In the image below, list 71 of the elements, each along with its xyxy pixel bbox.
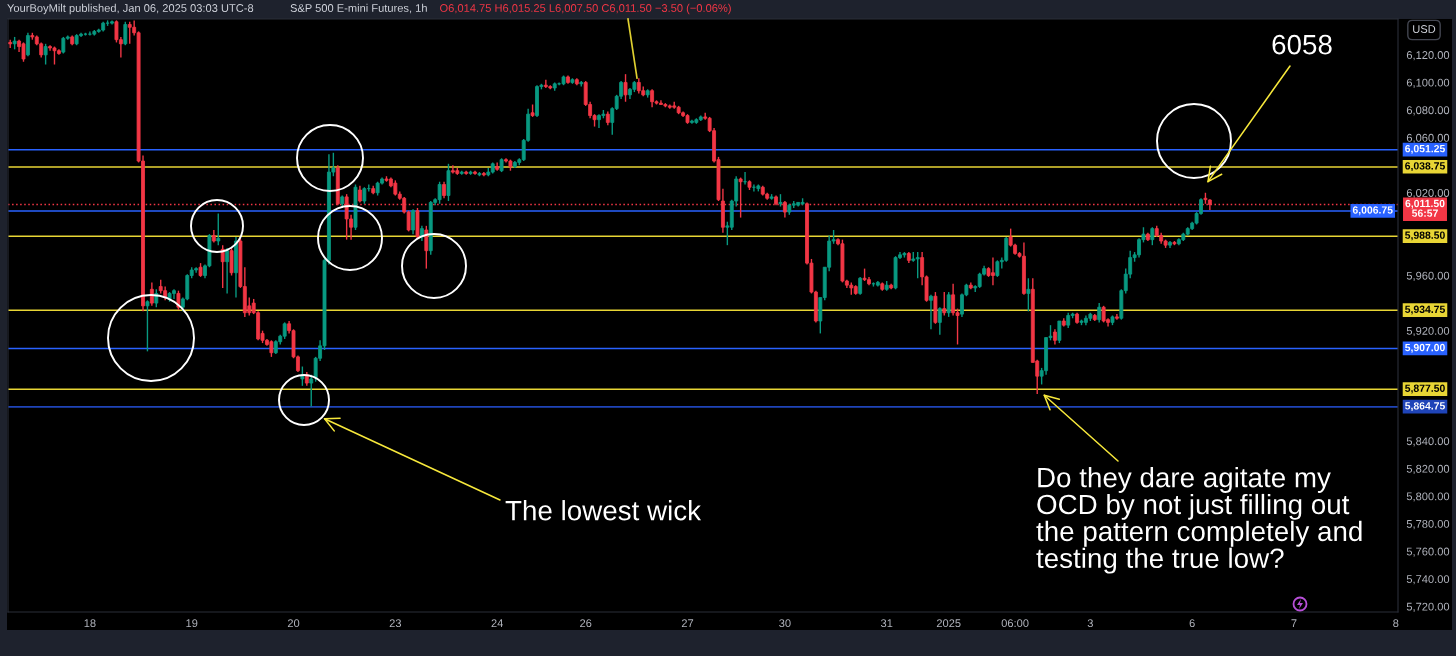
candlestick	[1026, 277, 1031, 313]
y-tick-label: 5,800.00	[1406, 492, 1450, 502]
candlestick	[225, 247, 230, 295]
y-tick-label: 5,780.00	[1406, 520, 1450, 530]
y-tick-label: 5,720.00	[1406, 602, 1450, 612]
candlestick	[915, 251, 920, 279]
candlestick	[424, 225, 429, 270]
ref-line-label: 5,988.50	[1405, 231, 1445, 241]
y-tick-label: 5,920.00	[1406, 326, 1450, 337]
y-tick-label: 5,760.00	[1406, 547, 1450, 557]
candlestick	[21, 41, 26, 63]
y-tick-label: 5,960.00	[1406, 271, 1450, 281]
ref-line-label: 6,051.25	[1405, 144, 1445, 154]
candlestick	[1057, 320, 1062, 344]
candlestick	[623, 73, 628, 103]
y-tick-label: 6,060.00	[1406, 133, 1450, 144]
candlestick	[123, 21, 128, 46]
candlestick	[929, 294, 933, 330]
x-tick-label: 3	[1087, 619, 1093, 628]
ref-line-label: 5,864.75	[1405, 402, 1445, 412]
candlestick	[495, 161, 500, 172]
y-tick-label: 5,840.00	[1406, 437, 1450, 447]
chart-title: S&P 500 E-mini Futures, 1h	[290, 3, 427, 14]
candlestick	[300, 365, 305, 387]
x-tick-label: 06:00	[1001, 619, 1029, 628]
candlestick	[942, 291, 947, 317]
text: YourBoyMilt published, Jan 06, 2025 03:03 UTC-8	[7, 3, 254, 15]
ref-line-label: 5,934.75	[1405, 305, 1445, 315]
x-tick-label: 19	[186, 619, 198, 628]
candlestick	[1097, 302, 1102, 324]
y-tick-label: 6,020.00	[1406, 189, 1450, 199]
x-tick-label: 26	[580, 619, 592, 628]
y-tick-label: 5,820.00	[1406, 464, 1450, 475]
x-tick-label: 2025	[936, 619, 961, 628]
y-tick-label: 6,100.00	[1406, 78, 1450, 88]
candlestick	[216, 212, 221, 246]
candlestick	[43, 43, 48, 66]
x-tick-label: 20	[287, 619, 300, 628]
candlestick	[437, 181, 442, 205]
x-tick-label: 31	[880, 619, 893, 628]
candlestick	[145, 299, 150, 353]
candlestick	[951, 283, 956, 317]
text: USD	[1413, 25, 1436, 33]
x-tick-label: 30	[779, 619, 791, 628]
x-tick-label: 27	[681, 619, 694, 627]
candlestick	[309, 374, 314, 408]
x-tick-label: 24	[491, 619, 504, 627]
x-tick-label: 6	[1189, 619, 1195, 628]
candlestick	[450, 164, 455, 175]
x-tick-label: 18	[84, 619, 96, 628]
ref-line-label: 6,006.75	[1352, 206, 1393, 216]
candlestick	[946, 291, 951, 318]
chart-subtitle: O6,014.75 H6,015.25 L6,007.50 C6,011.50 −3.50 (−0.06%)	[440, 3, 731, 15]
ref-line-label: 6,038.75	[1405, 162, 1445, 172]
annotation: Do they dare agitate my OCD by not just filling out the pattern completely and testing the true low?	[1036, 467, 1362, 574]
annotation: The lowest wick	[505, 500, 702, 521]
ref-line-label: 5,877.50	[1405, 384, 1445, 394]
y-tick-label: 5,740.00	[1406, 575, 1450, 585]
x-tick-label: 7	[1291, 619, 1297, 627]
y-tick-label: 6,080.00	[1406, 106, 1450, 116]
y-tick-label: 6,120.00	[1406, 51, 1450, 61]
candlestick	[937, 306, 942, 336]
x-tick-label: 8	[1393, 619, 1399, 628]
candlestick	[127, 21, 132, 45]
candlestick	[543, 78, 548, 89]
x-tick-label: 23	[389, 619, 402, 628]
candlestick	[411, 208, 415, 235]
ref-line-label: 6,011.50 56:57	[1405, 199, 1445, 217]
candlestick	[229, 247, 234, 277]
annotation: 6058	[1272, 34, 1332, 55]
ref-line-label: 5,907.00	[1405, 343, 1445, 353]
